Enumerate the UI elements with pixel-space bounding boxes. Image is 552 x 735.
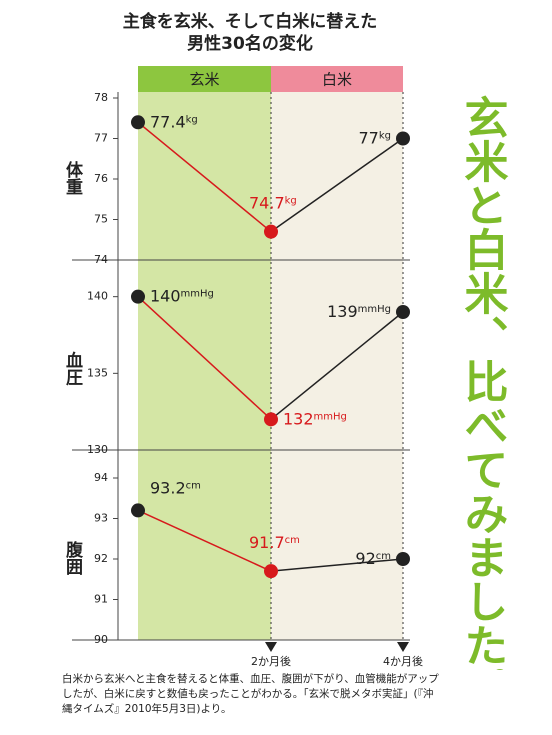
value-number: 139 (327, 302, 358, 321)
value-unit: cm (186, 480, 201, 491)
side-text: 玄米と白米、比べてみました。 (457, 95, 509, 670)
chart: 主食を玄米、そして白米に替えた 男性30名の変化 玄米 白米玄米と白米、比べてみま… (62, 11, 509, 711)
x-marker (397, 642, 409, 652)
value-unit: kg (285, 196, 297, 207)
y-tick-label: 90 (94, 633, 108, 646)
y-tick-label: 130 (87, 443, 108, 456)
value-unit: mmHg (358, 304, 391, 315)
value-number: 132 (283, 409, 314, 428)
y-tick-label: 91 (94, 593, 108, 606)
value-number: 140 (150, 286, 181, 305)
value-label: 139mmHg (327, 302, 391, 321)
value-number: 92 (355, 549, 375, 568)
value-label: 93.2cm (150, 478, 201, 497)
title-line: 主食を玄米、そして白米に替えた (123, 11, 378, 32)
y-tick-label: 140 (87, 290, 108, 303)
y-tick-label: 135 (87, 366, 108, 379)
band-label: 玄米 (189, 71, 219, 89)
band-header (271, 66, 403, 92)
value-number: 77.4 (150, 112, 186, 131)
value-unit: mmHg (181, 289, 214, 300)
segment (270, 311, 404, 420)
y-axis-label: 血圧 (62, 350, 83, 386)
value-unit: cm (376, 551, 391, 562)
marker (264, 564, 278, 579)
value-label: 140mmHg (150, 286, 214, 305)
y-tick-label: 78 (94, 91, 108, 104)
segment (270, 558, 404, 572)
title-line: 男性30名の変化 (187, 33, 313, 54)
y-tick-label: 93 (94, 512, 108, 525)
marker (131, 115, 145, 130)
band-background (138, 92, 271, 640)
marker (264, 224, 278, 239)
band-label: 白米 (322, 71, 352, 89)
y-tick-label: 74 (94, 253, 108, 266)
caption: 白米から玄米へと主食を替えると体重、血圧、腹囲が下がり、血管機能がアップしたが、… (62, 673, 439, 715)
y-tick-label: 76 (94, 172, 108, 185)
value-number: 91.7 (249, 533, 285, 552)
value-label: 132mmHg (283, 409, 347, 428)
x-tick-label: 4か月後 (383, 654, 423, 668)
segment (137, 121, 272, 233)
x-tick-label: 2か月後 (251, 654, 291, 668)
y-axis-label: 体重 (62, 160, 83, 195)
marker (396, 305, 410, 319)
x-marker (265, 642, 277, 652)
marker (131, 289, 145, 304)
value-label: 77.4kg (150, 112, 198, 131)
band-header (138, 66, 271, 92)
y-tick-label: 77 (94, 132, 108, 145)
y-axis-label: 腹囲 (62, 540, 83, 576)
y-tick-label: 75 (94, 213, 108, 226)
value-unit: kg (186, 114, 198, 125)
value-number: 77 (359, 128, 379, 147)
value-label: 74.7kg (249, 193, 297, 212)
segment (137, 296, 272, 420)
value-number: 74.7 (249, 193, 285, 212)
value-label: 92cm (355, 549, 391, 568)
value-label: 77kg (359, 128, 392, 147)
marker (396, 131, 410, 146)
value-number: 93.2 (150, 478, 186, 497)
y-tick-label: 92 (94, 552, 108, 565)
value-label: 91.7cm (249, 533, 300, 552)
segment (137, 509, 272, 572)
marker (264, 412, 278, 427)
value-unit: cm (285, 535, 300, 546)
marker (396, 552, 410, 566)
value-unit: kg (379, 131, 391, 142)
marker (131, 503, 145, 518)
y-tick-label: 94 (94, 471, 108, 484)
segment (270, 137, 404, 233)
value-unit: mmHg (314, 411, 347, 422)
